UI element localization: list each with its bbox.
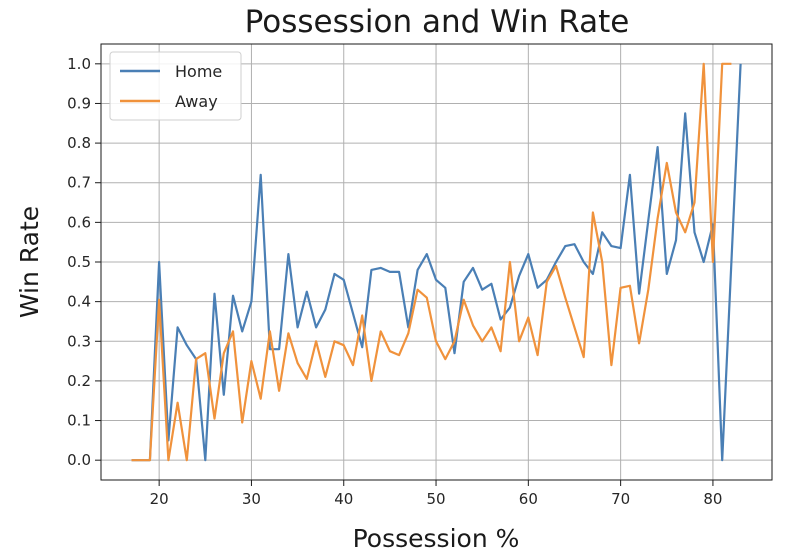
y-tick-label: 0.5 [67,253,91,271]
legend: Home Away [109,51,242,121]
legend-label-home: Home [175,62,222,81]
x-tick-label: 60 [519,490,538,508]
chart-title: Possession and Win Rate [245,4,630,40]
y-tick-label: 0.3 [67,332,91,350]
y-tick-label: 0.9 [67,94,91,112]
x-tick-label: 50 [426,490,445,508]
y-tick-label: 0.1 [67,412,91,430]
x-tick-label: 40 [334,490,353,508]
series-lines [131,62,742,462]
x-tick-label: 80 [703,490,722,508]
x-axis-title: Possession % [353,524,520,553]
x-tick-label: 30 [242,490,261,508]
y-tick-label: 0.0 [67,451,91,469]
y-tick-label: 1.0 [67,55,91,73]
y-tick-label: 0.7 [67,174,91,192]
x-tick-label: 20 [150,490,169,508]
legend-label-away: Away [175,92,218,111]
y-tick-label: 0.6 [67,213,91,231]
series-line-home [131,63,742,462]
y-tick-label: 0.8 [67,134,91,152]
y-tick-label: 0.2 [67,372,91,390]
legend-box [109,51,242,121]
y-axis-title: Win Rate [15,206,44,318]
y-tick-label: 0.4 [67,293,91,311]
x-tick-label: 70 [611,490,630,508]
axis-ticks: 20 30 40 50 60 70 80 0.0 0.1 0.2 0.3 0.4 0.5 0.6 0.7 0.… [67,55,722,508]
series-line-away [131,62,732,462]
